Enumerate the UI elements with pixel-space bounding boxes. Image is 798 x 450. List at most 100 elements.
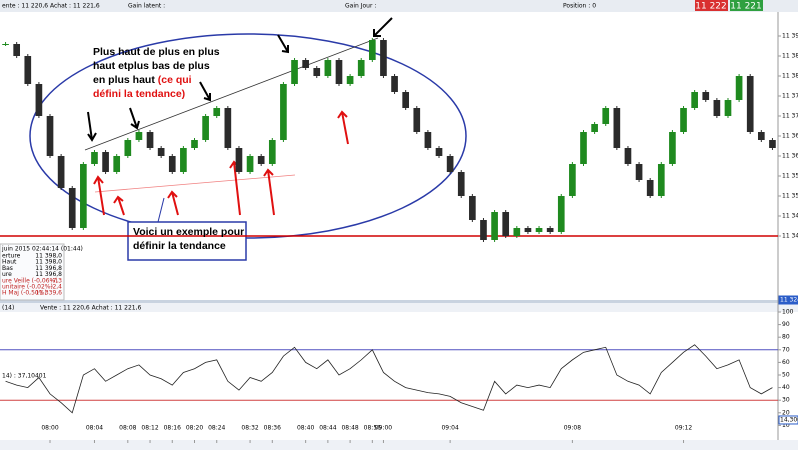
candle [68, 188, 76, 228]
x-tick-label: 08:44 [319, 425, 336, 432]
candle [113, 156, 121, 172]
info-value: 11 339,6 [35, 290, 62, 297]
info-label: H Maj (-0,50%) [2, 290, 47, 297]
y-tick-label: 11 370 [782, 113, 798, 120]
candle [35, 84, 43, 116]
gain-jour: Gain Jour : [345, 3, 376, 10]
last-label: 14,300 [780, 416, 798, 423]
ellipse [29, 33, 467, 239]
x-tick-label: 09:04 [441, 425, 458, 432]
info-value: 11 396,8 [35, 271, 62, 278]
candle [469, 196, 476, 220]
candle [368, 40, 376, 60]
candle [413, 108, 421, 132]
x-tick-label: 08:04 [86, 425, 103, 432]
candle [669, 132, 676, 164]
red-arrows [93, 110, 349, 216]
x-tick-label: 09:08 [564, 425, 581, 432]
x-tick-label: 08:16 [164, 425, 181, 432]
info-label: ure [2, 271, 12, 278]
candle [313, 68, 321, 76]
quote: ente : 11 220,6 Achat : 11 221,6 [2, 3, 100, 10]
candle [724, 100, 732, 116]
candle [235, 148, 243, 172]
candle [380, 40, 387, 76]
candle [168, 156, 176, 172]
rsi-line [5, 344, 773, 414]
info-value: -2,4 [50, 284, 62, 291]
y-tick-label: 11 375 [782, 93, 798, 100]
trend-line [84, 37, 379, 151]
y-tick-label: 11 340 [782, 233, 798, 240]
candle [513, 228, 521, 236]
y-tick-label: 50 [782, 372, 790, 379]
candle [446, 156, 454, 172]
candle [580, 132, 587, 164]
rsi-value: 14) : 37,10401 [2, 373, 47, 380]
y-tick-label: 100 [782, 309, 794, 316]
candle [80, 164, 87, 228]
y-tick-label: 60 [782, 359, 790, 366]
y-tick-label: 11 350 [782, 193, 798, 200]
annotation-box-text: Voici un exemple pour définir la tendanc… [133, 226, 245, 252]
info-label: erture [2, 253, 21, 260]
candle [46, 116, 54, 156]
candle [135, 132, 143, 140]
candle [57, 156, 65, 188]
candle [491, 212, 498, 240]
buy-price[interactable]: 11 221 [730, 2, 762, 12]
last-label: 11 324, [780, 297, 798, 304]
callout [157, 197, 165, 223]
position: Position : 0 [563, 3, 596, 10]
y-tick-label: 10 [782, 422, 790, 429]
candle [302, 60, 309, 68]
buy-button[interactable] [730, 0, 763, 11]
candle [691, 92, 698, 108]
candle [391, 76, 398, 92]
rsi-header [0, 303, 798, 312]
sell-price[interactable]: 11 222 [695, 2, 727, 12]
candle [646, 180, 654, 196]
candle [769, 140, 776, 148]
x-tick-label: 08:12 [141, 425, 158, 432]
candle [13, 44, 21, 56]
y-tick-label: 30 [782, 397, 790, 404]
candle [613, 108, 621, 148]
candle [102, 152, 109, 172]
info-label: ure Veille (-0,06%) [2, 277, 58, 284]
candle [224, 108, 232, 148]
trend-line [94, 174, 296, 193]
x-tick-label: 08:24 [208, 425, 225, 432]
x-tick-label: 08:48 [341, 425, 358, 432]
info-title: juin 2015 02:44:14 (01:44) [1, 246, 83, 253]
info-label: Bas [2, 265, 13, 272]
annotation-black: Plus haut de plus en plus haut etplus ba… [93, 46, 220, 86]
info-value: 11 398,0 [35, 259, 62, 266]
y-tick-label: 11 355 [782, 173, 798, 180]
ticks: 10 20 30 40 50 60 70 80 90 100 [778, 309, 794, 429]
sell-button[interactable] [695, 0, 728, 11]
last-badge [778, 295, 798, 305]
info-label: unitaire (-0,02%) [2, 284, 53, 291]
rsi-quote: Vente : 11 220,6 Achat : 11 221,6 [40, 305, 142, 312]
candle [535, 228, 543, 232]
candle [180, 148, 187, 172]
candle [268, 140, 276, 164]
annotation-red: (ce qui défini la tendance) [93, 74, 192, 100]
annotation-text: Plus haut de plus en plus haut etplus ba… [93, 45, 221, 101]
candle [757, 132, 765, 140]
candle [735, 76, 743, 100]
candle [657, 164, 665, 196]
candle [546, 228, 554, 232]
info-value: -7,3 [50, 277, 62, 284]
y-tick-label: 70 [782, 346, 790, 353]
candle [591, 124, 598, 132]
candle [335, 60, 343, 84]
y-tick-label: 11 380 [782, 73, 798, 80]
last-badge [778, 415, 798, 425]
candle [246, 156, 254, 172]
top-bar [0, 0, 798, 12]
y-tick-label: 90 [782, 321, 790, 328]
info-label: Haut [2, 259, 17, 266]
